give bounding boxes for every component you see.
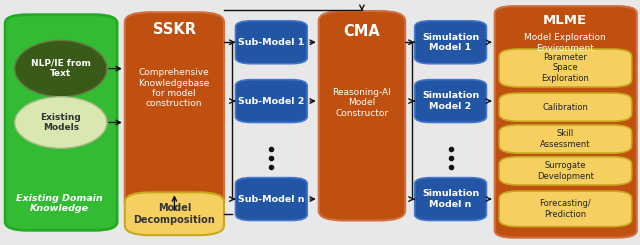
- FancyBboxPatch shape: [125, 12, 224, 213]
- Text: Existing Domain
Knowledge: Existing Domain Knowledge: [15, 194, 102, 213]
- Text: Model
Decomposition: Model Decomposition: [134, 203, 215, 225]
- FancyBboxPatch shape: [5, 15, 117, 230]
- Text: CMA: CMA: [343, 24, 380, 39]
- FancyBboxPatch shape: [415, 80, 486, 122]
- FancyBboxPatch shape: [499, 93, 632, 121]
- Text: Simulation
Model 2: Simulation Model 2: [422, 91, 479, 111]
- Text: Simulation
Model n: Simulation Model n: [422, 189, 479, 209]
- FancyBboxPatch shape: [499, 125, 632, 153]
- FancyBboxPatch shape: [499, 157, 632, 185]
- Text: Sub-Model n: Sub-Model n: [238, 195, 305, 204]
- Text: Sub-Model 1: Sub-Model 1: [238, 38, 305, 47]
- Text: SSKR: SSKR: [152, 22, 196, 37]
- Text: Reasoning-AI
Model
Constructor: Reasoning-AI Model Constructor: [332, 88, 391, 118]
- FancyBboxPatch shape: [415, 21, 486, 64]
- Text: Sub-Model 2: Sub-Model 2: [238, 97, 305, 106]
- FancyBboxPatch shape: [495, 6, 637, 238]
- Text: NLP/IE from
Text: NLP/IE from Text: [31, 59, 91, 78]
- Ellipse shape: [15, 40, 107, 97]
- FancyBboxPatch shape: [236, 21, 307, 64]
- Text: Parameter
Space
Exploration: Parameter Space Exploration: [541, 53, 589, 83]
- Text: MLME: MLME: [543, 14, 587, 27]
- Text: Skill
Assessment: Skill Assessment: [540, 129, 591, 149]
- FancyBboxPatch shape: [319, 11, 405, 220]
- FancyBboxPatch shape: [236, 178, 307, 220]
- Ellipse shape: [15, 97, 107, 148]
- Text: Forecasting/
Prediction: Forecasting/ Prediction: [540, 199, 591, 219]
- Text: Existing
Models: Existing Models: [40, 113, 81, 132]
- Text: Surrogate
Development: Surrogate Development: [537, 161, 594, 181]
- Text: Model Exploration
Environment: Model Exploration Environment: [524, 33, 606, 53]
- Text: Simulation
Model 1: Simulation Model 1: [422, 33, 479, 52]
- FancyBboxPatch shape: [499, 49, 632, 87]
- FancyBboxPatch shape: [499, 191, 632, 227]
- FancyBboxPatch shape: [125, 192, 224, 235]
- Text: Comprehensive
Knowledgebase
for model
construction: Comprehensive Knowledgebase for model co…: [138, 68, 210, 108]
- FancyBboxPatch shape: [415, 178, 486, 220]
- Text: Calibration: Calibration: [543, 103, 588, 112]
- FancyBboxPatch shape: [236, 80, 307, 122]
